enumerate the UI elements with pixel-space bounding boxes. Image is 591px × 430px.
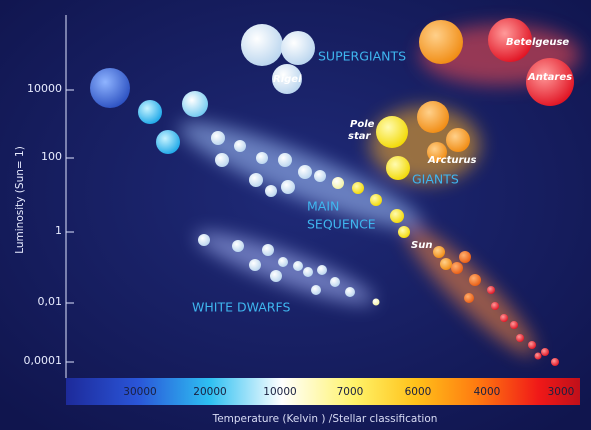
region-label: SEQUENCE	[307, 217, 376, 232]
star	[90, 68, 130, 108]
star	[234, 140, 246, 152]
temperature-bar	[66, 378, 580, 405]
x-tick-label: 4000	[474, 386, 501, 398]
star	[541, 348, 549, 356]
star	[451, 262, 463, 274]
star	[211, 131, 225, 145]
star	[156, 130, 180, 154]
y-tick-label: 10000	[27, 82, 62, 95]
x-tick-label: 6000	[405, 386, 432, 398]
star	[311, 285, 321, 295]
star	[488, 18, 532, 62]
star	[182, 91, 208, 117]
star-label: Sun	[411, 240, 432, 251]
star	[241, 24, 283, 66]
star	[459, 251, 471, 263]
star-label: Antares	[527, 72, 572, 83]
star	[330, 277, 340, 287]
star	[249, 259, 261, 271]
star	[491, 302, 499, 310]
star	[427, 142, 447, 162]
region-label: MAIN	[307, 199, 339, 214]
region-label: GIANTS	[412, 172, 459, 187]
star	[390, 209, 404, 223]
star	[417, 101, 449, 133]
region-label: SUPERGIANTS	[318, 49, 406, 64]
star	[270, 270, 282, 282]
star	[256, 152, 268, 164]
star	[262, 244, 274, 256]
y-tick-label: 0,0001	[24, 354, 63, 367]
star	[534, 352, 542, 360]
star	[249, 173, 263, 187]
star	[278, 153, 292, 167]
star	[293, 261, 303, 271]
stars	[90, 18, 574, 366]
y-tick-label: 1	[55, 224, 62, 237]
star	[138, 100, 162, 124]
star-label: star	[348, 131, 371, 142]
star	[198, 234, 210, 246]
star	[215, 153, 229, 167]
x-axis-title: Temperature (Kelvin ) /Stellar classific…	[212, 413, 438, 425]
x-tick-label: 7000	[337, 386, 364, 398]
x-tick-label: 30000	[123, 386, 156, 398]
star	[516, 334, 524, 342]
star	[281, 180, 295, 194]
star	[314, 170, 326, 182]
star	[526, 58, 574, 106]
star	[317, 265, 327, 275]
star	[370, 194, 382, 206]
star	[332, 177, 344, 189]
star-label: Betelgeuse	[506, 37, 569, 48]
star	[510, 321, 518, 329]
x-tick-label: 20000	[193, 386, 226, 398]
star	[386, 156, 410, 180]
star	[487, 286, 495, 294]
y-axis-title: Luminosity (Sun= 1)	[14, 146, 26, 254]
star	[376, 116, 408, 148]
star-label: Pole	[350, 119, 375, 130]
star	[372, 298, 380, 306]
star	[464, 293, 474, 303]
star	[500, 314, 508, 322]
star	[298, 165, 312, 179]
star	[278, 257, 288, 267]
x-tick-label: 3000	[548, 386, 575, 398]
star	[446, 128, 470, 152]
y-tick-label: 100	[41, 150, 62, 163]
star-label: Rigel	[273, 74, 302, 85]
star	[551, 358, 559, 366]
star	[419, 20, 463, 64]
x-tick-label: 10000	[263, 386, 296, 398]
y-tick-label: 0,01	[38, 295, 63, 308]
star	[232, 240, 244, 252]
star	[265, 185, 277, 197]
star	[281, 31, 315, 65]
star	[272, 64, 302, 94]
star	[345, 287, 355, 297]
star-label: Arcturus	[427, 155, 477, 166]
star	[433, 246, 445, 258]
star	[303, 267, 313, 277]
star	[352, 182, 364, 194]
region-label: WHITE DWARFS	[192, 300, 290, 315]
star	[528, 341, 536, 349]
star	[398, 226, 410, 238]
star	[440, 258, 452, 270]
star	[469, 274, 481, 286]
